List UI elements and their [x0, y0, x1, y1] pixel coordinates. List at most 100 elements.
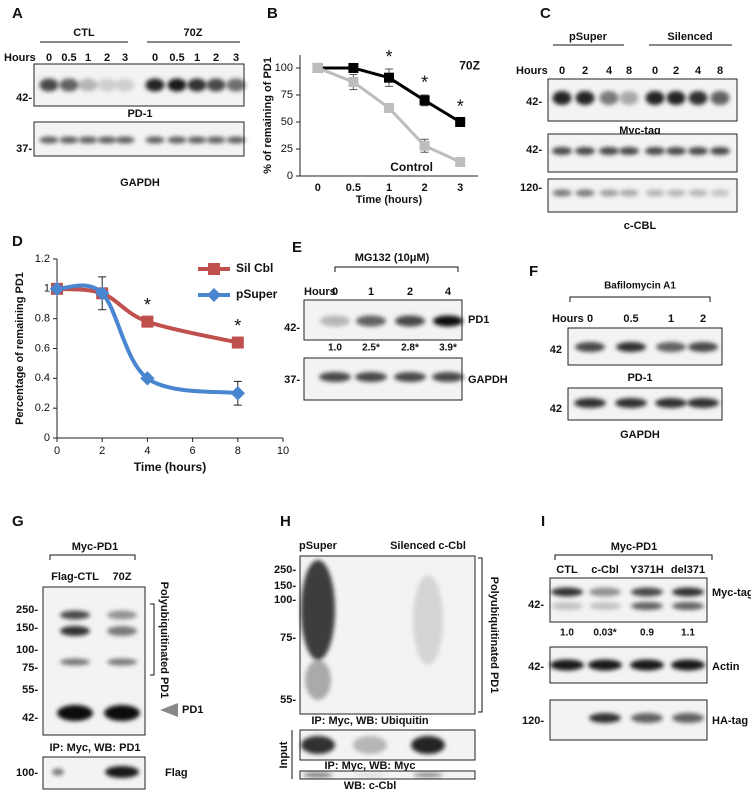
point — [419, 95, 430, 106]
band — [688, 91, 708, 105]
x-tick-label: 0 — [315, 182, 321, 194]
lane-label: 2 — [673, 65, 679, 77]
band — [710, 189, 730, 197]
band — [589, 587, 621, 597]
band — [97, 136, 117, 144]
band — [574, 398, 606, 408]
band — [413, 773, 443, 777]
band — [599, 91, 619, 105]
band — [589, 713, 621, 723]
y-tick-label: 0.6 — [35, 342, 50, 354]
lane-label: 0 — [46, 52, 52, 64]
band — [666, 189, 686, 197]
band — [631, 713, 663, 723]
band — [575, 147, 595, 155]
band — [552, 91, 572, 105]
panel-label: F — [529, 263, 538, 280]
band — [655, 398, 687, 408]
blot-label: GAPDH — [620, 429, 660, 441]
lane-label: 1 — [668, 313, 674, 325]
point — [49, 281, 65, 297]
point — [230, 386, 245, 401]
band — [60, 626, 90, 636]
point — [348, 77, 359, 88]
marker-label: 42- — [528, 599, 544, 611]
band — [619, 91, 639, 105]
x-tick-label: 10 — [277, 445, 289, 457]
band — [107, 610, 137, 620]
band — [710, 147, 730, 155]
band — [301, 736, 335, 754]
band — [710, 91, 730, 105]
x-tick-label: 2 — [422, 182, 428, 194]
quantification: 0.9 — [640, 628, 654, 639]
lane-label: 0 — [559, 65, 565, 77]
quantification: 0.03* — [593, 628, 616, 639]
quantification: 3.9* — [439, 343, 457, 354]
lane-label: c-Cbl — [591, 564, 619, 576]
bracket — [49, 554, 136, 560]
marker-label: 42- — [526, 96, 542, 108]
lane-label: 0.5 — [169, 52, 184, 64]
band — [552, 189, 572, 197]
lane-label: 0.5 — [61, 52, 76, 64]
band — [671, 659, 705, 671]
x-tick-label: 0 — [54, 445, 60, 457]
band — [107, 626, 137, 636]
band — [688, 342, 718, 352]
band — [115, 136, 135, 144]
band — [688, 147, 708, 155]
band — [599, 147, 619, 155]
band — [356, 315, 386, 327]
band — [97, 78, 117, 92]
x-tick-label: 8 — [235, 445, 241, 457]
band — [394, 372, 426, 382]
x-tick-label: 4 — [144, 445, 150, 457]
marker-label: 42- — [16, 92, 32, 104]
series-label: Control — [390, 160, 433, 174]
caption: IP: Myc, WB: Myc — [324, 760, 415, 772]
significance: * — [421, 73, 428, 93]
y-tick-label: 0 — [287, 170, 293, 182]
band — [226, 78, 246, 92]
point — [384, 102, 394, 113]
lane-label: 4 — [606, 65, 613, 77]
lane-label: 2 — [582, 65, 588, 77]
band — [687, 398, 719, 408]
y-tick-label: 50 — [281, 116, 293, 128]
band — [551, 602, 583, 610]
blot-label: Actin — [712, 661, 740, 673]
x-tick-label: 1 — [386, 182, 392, 194]
band — [39, 78, 59, 92]
lane-label: 0.5 — [623, 313, 638, 325]
y-tick-label: 75 — [281, 89, 293, 101]
panel-label: I — [541, 513, 545, 530]
y-axis-label: Percentage of remaining PD1 — [14, 272, 26, 425]
band — [672, 602, 704, 610]
point — [231, 336, 244, 349]
band — [107, 658, 137, 666]
marker-label: 100- — [16, 644, 38, 656]
lane-label: 3 — [122, 52, 128, 64]
marker-label: 42- — [528, 661, 544, 673]
y-tick-label: 100 — [275, 62, 293, 74]
panel-label: A — [12, 5, 23, 22]
bracket — [334, 266, 459, 272]
y-axis-label: % of remaining of PD1 — [262, 57, 274, 174]
x-tick-label: 6 — [190, 445, 196, 457]
point — [455, 116, 466, 127]
lane-label: CTL — [556, 564, 578, 576]
band — [52, 768, 64, 776]
significance: * — [457, 96, 464, 116]
band — [206, 136, 226, 144]
construct-label: Myc-PD1 — [611, 541, 657, 553]
band — [187, 136, 207, 144]
group-label: 70Z — [184, 27, 203, 39]
y-tick-label: 0.4 — [35, 372, 50, 384]
group-label: Silenced — [667, 31, 712, 43]
marker-label: 42- — [284, 322, 300, 334]
band — [631, 587, 663, 597]
band — [60, 610, 90, 620]
series-label: 70Z — [459, 59, 480, 73]
band — [616, 342, 646, 352]
